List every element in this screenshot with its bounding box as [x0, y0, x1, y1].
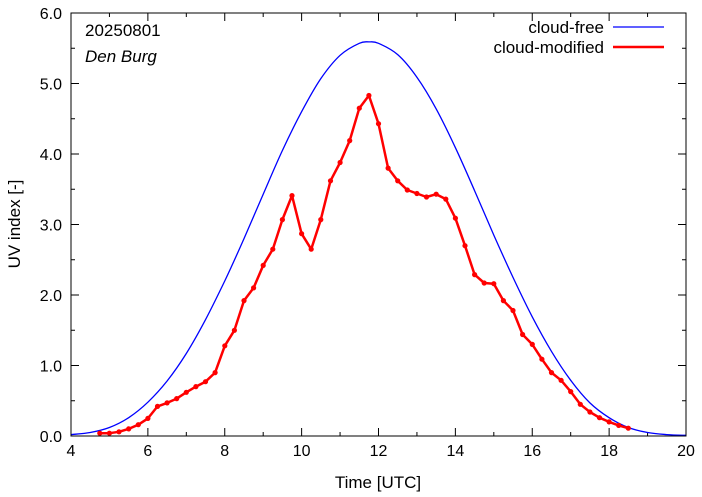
- x-tick-label: 20: [677, 443, 695, 460]
- x-tick-label: 6: [143, 443, 152, 460]
- data-point-cloud-modified: [433, 191, 439, 197]
- data-point-cloud-modified: [116, 429, 122, 435]
- data-point-cloud-modified: [414, 190, 420, 197]
- data-point-cloud-modified: [548, 370, 555, 376]
- data-point-cloud-modified: [462, 243, 468, 249]
- data-point-cloud-modified: [616, 422, 622, 428]
- data-point-cloud-modified: [202, 379, 209, 385]
- y-axis-label: UV index [-]: [5, 180, 24, 269]
- x-tick-label: 14: [446, 443, 464, 460]
- data-point-cloud-modified: [568, 389, 574, 395]
- legend-label-cloud-free: cloud-free: [528, 18, 604, 37]
- x-tick-label: 12: [370, 443, 388, 460]
- data-point-cloud-modified: [251, 285, 257, 291]
- date-annotation: 20250801: [85, 21, 161, 40]
- x-tick-label: 8: [220, 443, 229, 460]
- data-point-cloud-modified: [174, 396, 180, 402]
- x-tick-label: 4: [67, 443, 76, 460]
- data-point-cloud-modified: [356, 105, 362, 111]
- y-tick-labels: 0.0 1.0 2.0 3.0 4.0 5.0 6.0: [40, 6, 62, 446]
- data-point-cloud-modified: [587, 409, 593, 415]
- data-point-cloud-modified: [529, 341, 535, 347]
- data-point-cloud-modified: [135, 422, 141, 428]
- data-point-cloud-modified: [154, 403, 161, 409]
- data-point-cloud-modified: [385, 165, 391, 171]
- data-point-cloud-modified: [260, 262, 266, 268]
- data-point-cloud-modified: [164, 400, 170, 406]
- y-tick-label: 3.0: [40, 218, 62, 235]
- data-point-cloud-modified: [308, 246, 314, 252]
- data-point-cloud-modified: [423, 194, 430, 200]
- y-tick-label: 0.0: [40, 429, 62, 446]
- data-point-cloud-modified: [500, 298, 506, 304]
- data-point-cloud-modified: [375, 121, 382, 127]
- data-point-cloud-modified: [452, 215, 458, 221]
- series-line-cloud-modified: [99, 94, 629, 435]
- data-point-cloud-modified: [241, 298, 247, 304]
- y-tick-label: 1.0: [40, 359, 62, 376]
- y-tick-label: 4.0: [40, 147, 62, 164]
- data-point-cloud-modified: [289, 193, 295, 199]
- data-point-cloud-modified: [520, 331, 526, 338]
- data-point-cloud-modified: [279, 217, 285, 223]
- legend: cloud-free cloud-modified: [493, 18, 664, 57]
- y-tick-label: 6.0: [40, 6, 62, 23]
- data-point-cloud-modified: [596, 415, 603, 421]
- data-point-cloud-modified: [337, 159, 343, 166]
- x-tick-labels: 4 6 8 10 12 14 16 18 20: [67, 443, 695, 460]
- x-tick-label: 16: [523, 443, 541, 460]
- y-tick-label: 2.0: [40, 288, 62, 305]
- data-point-cloud-modified: [222, 343, 228, 349]
- data-point-cloud-modified: [97, 430, 103, 436]
- series-line-cloud-free: [70, 41, 687, 436]
- data-point-cloud-modified: [404, 187, 410, 193]
- data-point-cloud-modified: [318, 217, 324, 223]
- data-point-cloud-modified: [472, 272, 478, 278]
- legend-label-cloud-modified: cloud-modified: [493, 38, 604, 57]
- x-tick-label: 10: [293, 443, 311, 460]
- data-point-cloud-modified: [299, 231, 305, 237]
- data-point-cloud-modified: [347, 138, 353, 144]
- data-point-cloud-modified: [270, 246, 276, 252]
- data-point-cloud-modified: [395, 178, 401, 184]
- data-point-cloud-modified: [577, 401, 583, 407]
- data-point-cloud-modified: [327, 178, 334, 184]
- series-layer: [70, 41, 687, 436]
- data-point-cloud-modified: [231, 327, 237, 333]
- data-point-cloud-modified: [558, 377, 564, 383]
- data-point-cloud-modified: [443, 196, 449, 202]
- data-point-cloud-modified: [481, 280, 487, 286]
- data-point-cloud-modified: [625, 425, 631, 431]
- data-point-cloud-modified: [510, 307, 516, 314]
- x-tick-label: 18: [600, 443, 618, 460]
- data-point-cloud-modified: [126, 426, 132, 432]
- data-point-cloud-modified: [106, 430, 112, 436]
- x-axis-label: Time [UTC]: [335, 473, 421, 492]
- data-point-cloud-modified: [193, 384, 199, 390]
- plot-frame: [70, 12, 687, 437]
- data-point-cloud-modified: [366, 92, 372, 99]
- y-tick-label: 5.0: [40, 77, 62, 94]
- data-point-cloud-modified: [606, 419, 612, 425]
- data-point-cloud-modified: [212, 370, 218, 376]
- data-point-cloud-modified: [539, 356, 545, 362]
- location-annotation: Den Burg: [85, 47, 157, 66]
- data-point-cloud-modified: [491, 281, 497, 287]
- axis-ticks: [70, 12, 687, 437]
- data-point-cloud-modified: [183, 389, 189, 395]
- data-point-cloud-modified: [145, 415, 151, 421]
